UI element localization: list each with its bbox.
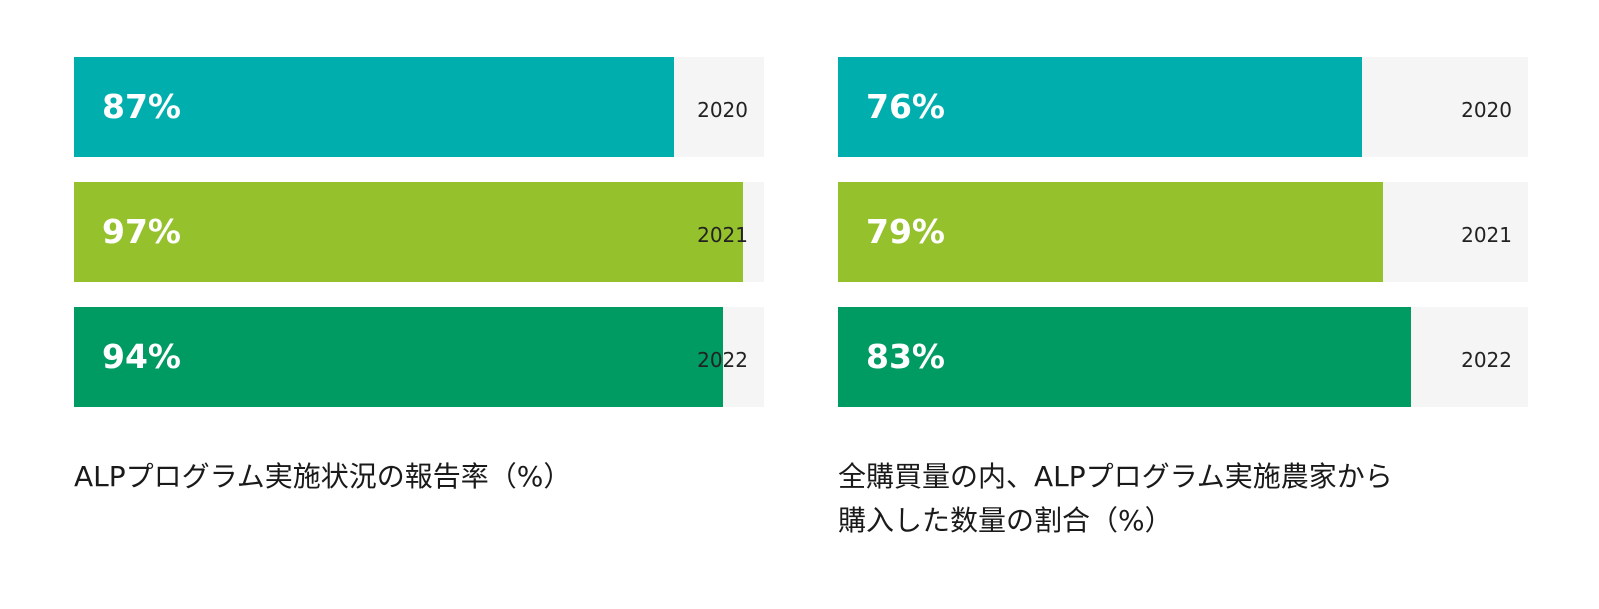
left-bar-year-label-2021: 2021	[697, 223, 748, 247]
right-bar-track-2020: 76% 2020	[838, 57, 1528, 157]
right-chart-title-line-1: 全購買量の内、ALPプログラム実施農家から	[838, 460, 1393, 493]
left-chart-title: ALPプログラム実施状況の報告率（%）	[74, 455, 774, 499]
left-bar-year-label-2020: 2020	[697, 98, 748, 122]
right-bar-year-label-2021: 2021	[1461, 223, 1512, 247]
left-chart-title-text: ALPプログラム実施状況の報告率（%）	[74, 460, 572, 493]
right-bar-year-label-2022: 2022	[1461, 348, 1512, 372]
right-bar-track-2021: 79% 2021	[838, 182, 1528, 282]
left-bar-track-2022: 94% 2022	[74, 307, 764, 407]
right-chart-title: 全購買量の内、ALPプログラム実施農家から 購入した数量の割合（%）	[838, 455, 1538, 543]
right-bar-2020	[838, 57, 1363, 157]
left-bar-2020	[74, 57, 675, 157]
right-chart-title-line-2: 購入した数量の割合（%）	[838, 504, 1173, 537]
left-bar-track-2021: 97% 2021	[74, 182, 764, 282]
right-bar-value-label-2020: 76%	[866, 87, 945, 126]
right-bar-year-label-2020: 2020	[1461, 98, 1512, 122]
left-bar-chart: 87% 2020 97% 2021 94% 2022	[74, 57, 764, 407]
left-bar-value-label-2022: 94%	[102, 337, 181, 376]
left-bar-2021	[74, 182, 744, 282]
right-bar-track-2022: 83% 2022	[838, 307, 1528, 407]
left-bar-year-label-2022: 2022	[697, 348, 748, 372]
left-bar-value-label-2021: 97%	[102, 212, 181, 251]
right-bar-2021	[838, 182, 1384, 282]
right-bar-value-label-2022: 83%	[866, 337, 945, 376]
left-bar-track-2020: 87% 2020	[74, 57, 764, 157]
right-bar-chart: 76% 2020 79% 2021 83% 2022	[838, 57, 1528, 407]
left-bar-value-label-2020: 87%	[102, 87, 181, 126]
right-bar-2022	[838, 307, 1411, 407]
left-bar-2022	[74, 307, 723, 407]
right-bar-value-label-2021: 79%	[866, 212, 945, 251]
